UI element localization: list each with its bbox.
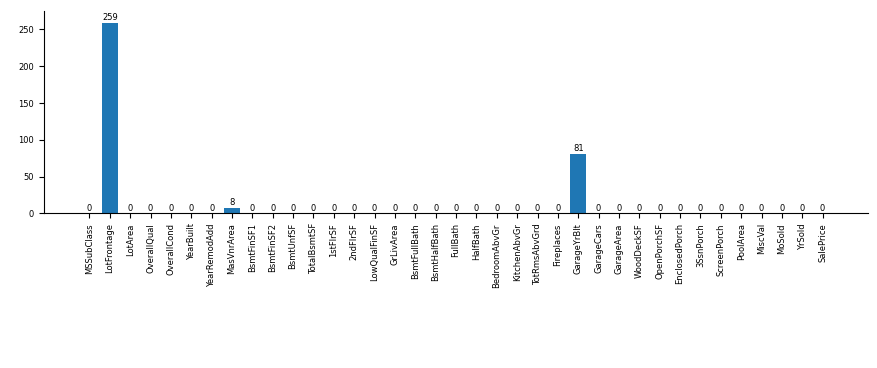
- Text: 0: 0: [392, 204, 397, 213]
- Text: 8: 8: [230, 198, 235, 207]
- Text: 0: 0: [127, 204, 132, 213]
- Text: 0: 0: [698, 204, 703, 213]
- Text: 0: 0: [494, 204, 499, 213]
- Text: 0: 0: [617, 204, 622, 213]
- Text: 0: 0: [555, 204, 560, 213]
- Text: 0: 0: [780, 204, 785, 213]
- Text: 0: 0: [209, 204, 214, 213]
- Text: 0: 0: [474, 204, 479, 213]
- Text: 0: 0: [800, 204, 805, 213]
- Text: 0: 0: [637, 204, 642, 213]
- Text: 0: 0: [189, 204, 194, 213]
- Text: 0: 0: [332, 204, 337, 213]
- Text: 0: 0: [453, 204, 459, 213]
- Text: 0: 0: [250, 204, 255, 213]
- Text: 0: 0: [148, 204, 153, 213]
- Text: 0: 0: [372, 204, 377, 213]
- Text: 0: 0: [433, 204, 438, 213]
- Text: 81: 81: [573, 144, 583, 153]
- Text: 0: 0: [290, 204, 296, 213]
- Text: 0: 0: [168, 204, 174, 213]
- Text: 0: 0: [270, 204, 275, 213]
- Text: 259: 259: [102, 13, 118, 22]
- Bar: [224, 208, 240, 213]
- Text: 0: 0: [310, 204, 316, 213]
- Bar: [570, 154, 587, 213]
- Bar: [102, 23, 118, 213]
- Text: 0: 0: [413, 204, 418, 213]
- Text: 0: 0: [738, 204, 744, 213]
- Text: 0: 0: [352, 204, 357, 213]
- Text: 0: 0: [677, 204, 682, 213]
- Text: 0: 0: [657, 204, 662, 213]
- Text: 0: 0: [515, 204, 520, 213]
- Text: 0: 0: [87, 204, 92, 213]
- Text: 0: 0: [535, 204, 540, 213]
- Text: 0: 0: [820, 204, 825, 213]
- Text: 0: 0: [759, 204, 764, 213]
- Text: 0: 0: [596, 204, 602, 213]
- Text: 0: 0: [718, 204, 724, 213]
